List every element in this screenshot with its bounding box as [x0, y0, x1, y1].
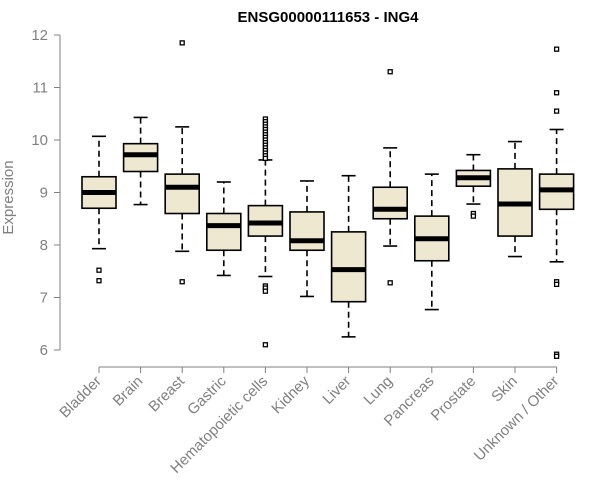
box-breast: [164, 40, 200, 285]
box-bladder: [81, 135, 117, 284]
x-tick-label: Breast: [145, 372, 188, 415]
outlier-point: [553, 353, 560, 359]
y-tick-label: 6: [40, 342, 48, 359]
outlier-point: [96, 267, 102, 273]
x-tick-label: Prostate: [428, 373, 480, 425]
box-hematopoietic-cells: [247, 116, 284, 348]
chart-title: ENSG00000111653 - ING4: [238, 9, 420, 26]
box-prostate: [455, 153, 492, 219]
x-tick-label: Bladder: [56, 373, 105, 422]
outlier-point: [179, 279, 185, 285]
outlier-point: [179, 40, 185, 46]
y-tick-label: 12: [31, 27, 48, 44]
x-tick-label: Brain: [110, 373, 147, 410]
box-skin: [497, 140, 533, 258]
box-iqr: [372, 186, 409, 220]
outlier-point: [553, 108, 560, 114]
box-gastric: [206, 181, 242, 277]
x-tick-label: Liver: [319, 373, 354, 408]
x-tick-label: Skin: [488, 373, 521, 406]
y-tick-label: 7: [40, 290, 48, 307]
x-tick-label: Kidney: [268, 372, 313, 417]
outlier-point: [553, 90, 560, 96]
box-iqr: [206, 212, 242, 252]
y-tick-label: 8: [40, 237, 48, 254]
y-axis-title: Expression: [0, 160, 17, 234]
box-pancreas: [413, 173, 450, 311]
outlier-point: [553, 281, 560, 288]
box-unknown-other: [538, 46, 575, 359]
y-tick-label: 11: [32, 80, 48, 97]
outlier-point: [387, 280, 393, 286]
box-kidney: [289, 180, 325, 298]
outlier-point: [262, 342, 269, 348]
box-iqr: [164, 173, 200, 215]
box-iqr: [289, 211, 325, 252]
box-liver: [330, 174, 367, 338]
y-tick-label: 9: [40, 185, 48, 202]
outlier-point: [96, 278, 102, 284]
box-brain: [122, 116, 159, 206]
x-tick-label: Lung: [360, 373, 396, 409]
outlier-point: [262, 288, 269, 294]
outlier-point: [553, 46, 560, 52]
outlier-point: [470, 213, 477, 219]
outlier-point: [262, 155, 269, 162]
box-iqr: [330, 231, 367, 303]
box-lung: [372, 69, 409, 286]
box-iqr: [122, 142, 159, 173]
outlier-point: [387, 69, 393, 75]
y-tick-label: 10: [31, 132, 48, 149]
